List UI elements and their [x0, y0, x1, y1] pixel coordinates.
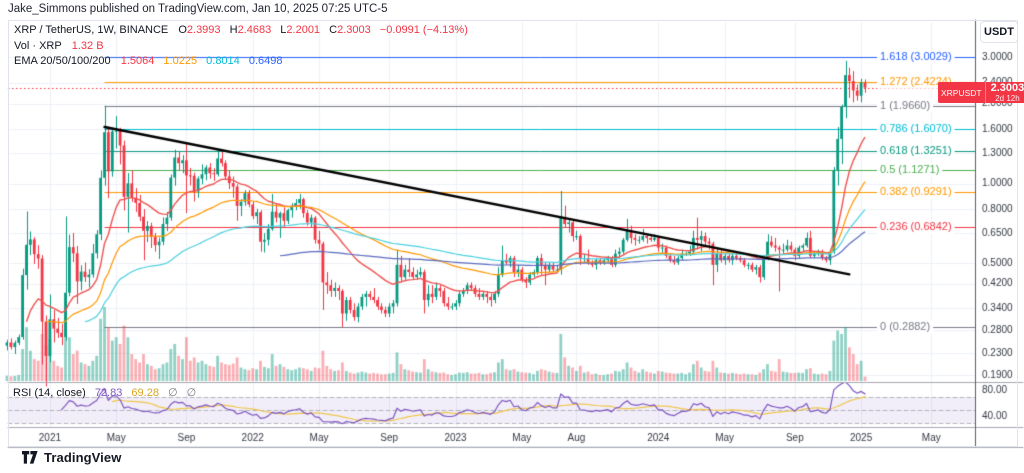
rsi-upper-band-empty: ∅: [168, 387, 178, 399]
badge-price: 2.3003: [990, 82, 1024, 94]
ema20-value: 1.5064: [120, 55, 155, 67]
low-value: 2.2001: [286, 24, 321, 36]
symbol-title: XRP / TetherUS, 1W, BINANCE: [14, 24, 169, 36]
rsi-label: RSI (14, close): [13, 387, 86, 399]
attribution-text: Jake_Simmons published on TradingView.co…: [8, 3, 388, 15]
close-label: C: [329, 24, 338, 36]
ema-legend-row: EMA 20/50/100/200 1.5064 1.0225 0.8014 0…: [14, 55, 468, 71]
high-label: H: [229, 24, 238, 36]
rsi-legend-row: RSI (14, close) 72.83 69.28 ∅ ∅: [13, 386, 202, 399]
badge-countdown: 2d 12h: [995, 93, 1020, 103]
rsi-ma-value: 69.28: [131, 387, 159, 399]
tradingview-footer: TradingView: [22, 450, 121, 465]
open-value: 2.3993: [186, 24, 221, 36]
time-axis[interactable]: [8, 427, 975, 447]
ema200-value: 0.6498: [248, 55, 283, 67]
symbol-legend-row: XRP / TetherUS, 1W, BINANCE O2.3993 H2.4…: [14, 24, 468, 40]
currency-unit-button[interactable]: USDT: [980, 21, 1018, 43]
ema-label: EMA 20/50/100/200: [14, 55, 111, 67]
ema100-value: 0.8014: [206, 55, 240, 67]
low-label: L: [280, 24, 287, 36]
badge-symbol: XRPUSDT: [938, 82, 986, 103]
volume-legend-row: Vol · XRP 1.32 B: [14, 40, 468, 56]
last-price-badge[interactable]: XRPUSDT 2.3003 2d 12h: [938, 82, 1024, 103]
ema50-value: 1.0225: [163, 55, 198, 67]
change-value: −0.0991 (−4.13%): [379, 24, 468, 36]
volume-value: 1.32 B: [71, 39, 104, 52]
open-label: O: [178, 24, 187, 36]
rsi-lower-band-empty: ∅: [186, 387, 197, 399]
close-value: 2.3003: [337, 24, 371, 36]
tradingview-brand-text: TradingView: [44, 450, 122, 465]
tradingview-logo-icon: [22, 451, 38, 464]
price-axis[interactable]: [975, 20, 1024, 447]
rsi-value: 72.83: [94, 387, 123, 399]
high-value: 2.4683: [237, 24, 272, 36]
volume-label: Vol · XRP: [14, 39, 62, 52]
chart-legend: XRP / TetherUS, 1W, BINANCE O2.3993 H2.4…: [14, 24, 468, 71]
